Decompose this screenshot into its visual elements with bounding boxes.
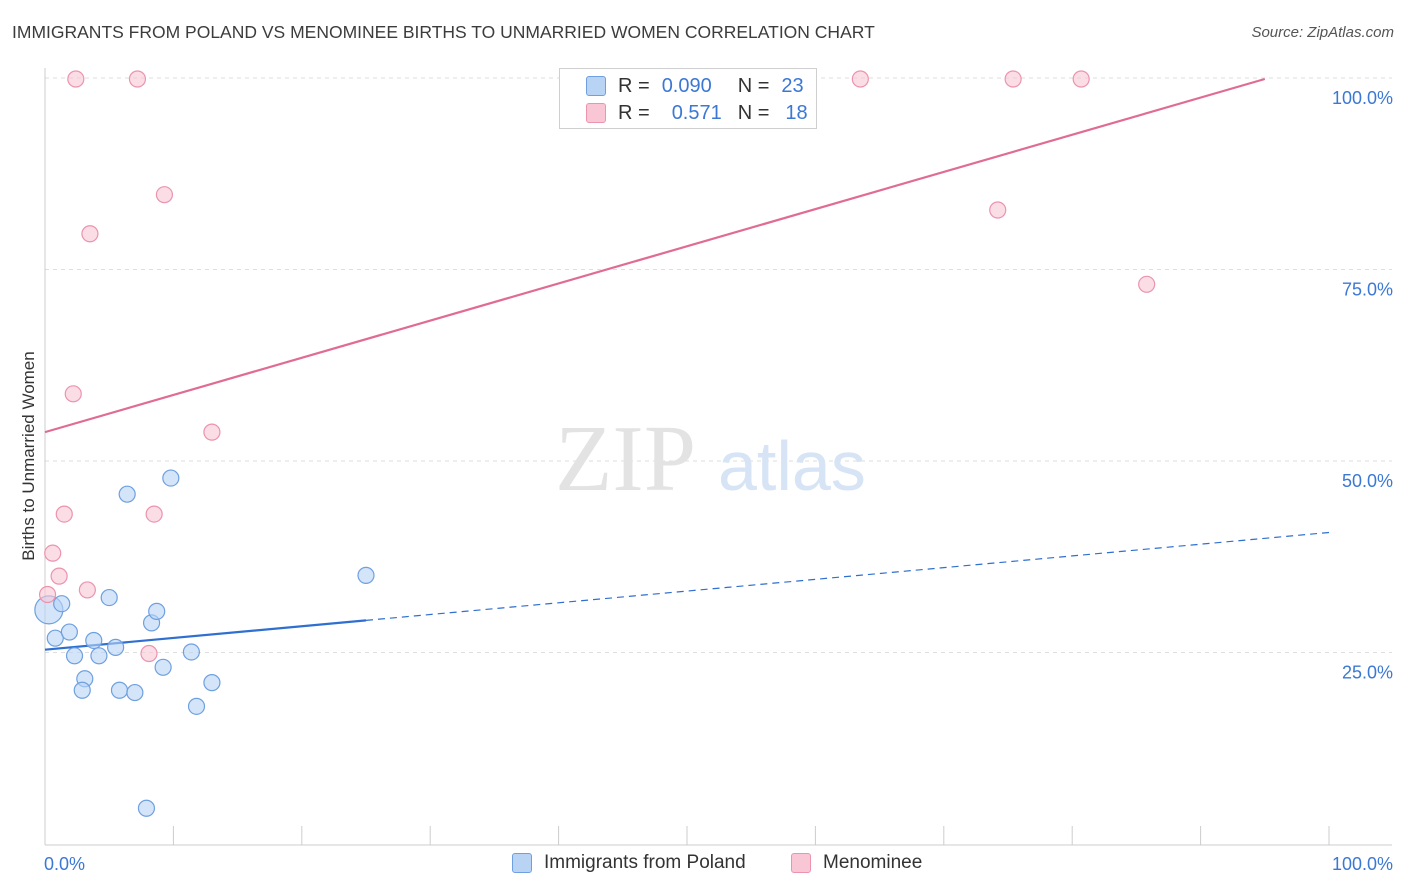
data-point-poland: [90, 647, 108, 665]
r-label: R =: [618, 101, 650, 124]
data-point-poland: [182, 643, 200, 661]
trend-line-poland-extension: [365, 531, 1330, 621]
data-point-menominee: [38, 585, 57, 604]
data-point-menominee: [81, 225, 99, 243]
data-point-poland: [154, 658, 172, 676]
menominee-legend-swatch: [791, 853, 811, 873]
y-tick-label: 50.0%: [1342, 471, 1393, 491]
trend-lines: [44, 77, 1330, 651]
data-point-poland: [187, 697, 206, 715]
data-point-menominee: [155, 186, 174, 204]
chart-title: IMMIGRANTS FROM POLAND VS MENOMINEE BIRT…: [12, 22, 875, 42]
data-point-poland: [148, 602, 166, 620]
stats-row-menominee: R = 0.571 N = 18: [586, 100, 808, 126]
watermark-zip: ZIP: [555, 407, 696, 511]
data-point-menominee: [1138, 275, 1156, 293]
data-point-menominee: [55, 505, 73, 523]
data-point-menominee: [78, 581, 96, 599]
data-point-poland: [85, 631, 103, 650]
stats-row-poland: R = 0.090 N = 23: [586, 73, 804, 99]
data-point-poland: [100, 588, 118, 607]
watermark-atlas: atlas: [718, 427, 866, 505]
data-point-menominee: [50, 567, 68, 585]
data-point-poland: [107, 638, 125, 656]
data-point-poland: [162, 469, 180, 487]
watermark: ZIP atlas: [555, 407, 866, 511]
data-point-menominee: [989, 201, 1007, 219]
n-value: 18: [785, 101, 808, 124]
trend-line-menominee: [44, 77, 1266, 434]
data-point-menominee: [1072, 70, 1090, 88]
data-points: [34, 70, 1156, 817]
n-label: N =: [737, 74, 770, 97]
data-point-menominee: [44, 544, 62, 562]
r-value: 0.090: [661, 74, 712, 97]
data-point-poland: [110, 681, 129, 699]
data-point-poland: [53, 595, 71, 613]
menominee-swatch: [586, 103, 606, 123]
data-point-poland: [357, 566, 375, 584]
data-point-poland: [203, 674, 221, 692]
legend-item-poland: Immigrants from Poland: [512, 852, 746, 874]
axes: [44, 68, 1392, 846]
data-point-menominee: [128, 70, 147, 88]
legend-item-menominee: Menominee: [791, 852, 922, 874]
data-point-menominee: [67, 70, 85, 88]
n-label: N =: [737, 101, 770, 124]
x-tick-label: 100.0%: [1332, 854, 1393, 874]
data-point-menominee: [203, 423, 221, 441]
data-point-poland: [73, 681, 91, 699]
gridlines: [45, 77, 1392, 653]
y-tick-label: 25.0%: [1342, 663, 1393, 683]
data-point-menominee: [851, 70, 869, 88]
poland-legend-swatch: [512, 853, 532, 873]
data-point-poland: [126, 683, 144, 702]
data-point-menominee: [64, 385, 82, 403]
legend-label-poland: Immigrants from Poland: [544, 852, 746, 873]
data-point-poland: [65, 647, 84, 665]
y-axis-label: Births to Unmarried Women: [19, 351, 38, 560]
data-point-poland: [118, 485, 136, 503]
data-point-poland: [60, 623, 78, 641]
data-point-menominee: [140, 644, 158, 663]
y-tick-label: 100.0%: [1332, 88, 1393, 108]
y-tick-label: 75.0%: [1342, 280, 1393, 300]
data-point-menominee: [1004, 70, 1022, 88]
x-tick-label: 0.0%: [44, 854, 85, 874]
legend-label-menominee: Menominee: [823, 852, 923, 873]
r-label: R =: [618, 74, 650, 97]
poland-swatch: [586, 76, 606, 96]
tick-labels: 25.0% 50.0% 75.0% 100.0% 0.0% 100.0%: [44, 88, 1393, 874]
data-point-menominee: [145, 505, 163, 523]
n-value: 23: [781, 74, 804, 97]
r-value: 0.571: [671, 101, 722, 124]
data-point-poland: [46, 629, 64, 647]
source-credit: Source: ZipAtlas.com: [1251, 24, 1394, 41]
stats-legend: R = 0.090 N = 23 R = 0.571 N = 18: [559, 68, 817, 129]
data-point-poland: [137, 799, 156, 817]
